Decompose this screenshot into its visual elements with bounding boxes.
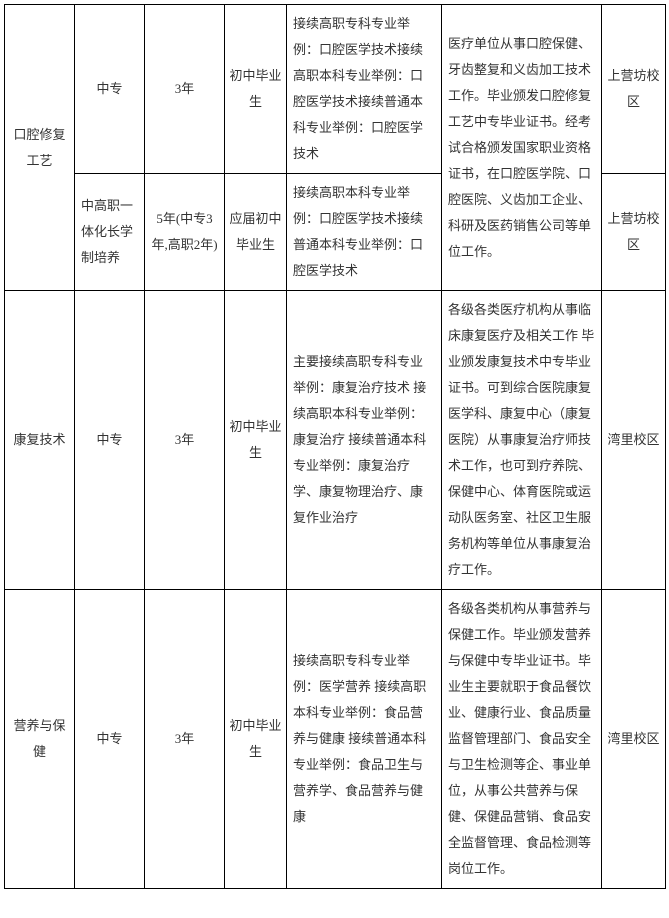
cell-major: 康复技术 xyxy=(5,291,75,590)
cell-requirement: 初中毕业生 xyxy=(225,291,287,590)
cell-level: 中专 xyxy=(75,5,145,174)
cell-duration: 3年 xyxy=(145,590,225,889)
cell-continuation: 接续高职专科专业举例：口腔医学技术接续高职本科专业举例：口腔医学技术接续普通本科… xyxy=(287,5,442,174)
cell-campus: 湾里校区 xyxy=(602,291,666,590)
cell-campus: 湾里校区 xyxy=(602,590,666,889)
cell-campus: 上营坊校区 xyxy=(602,174,666,291)
cell-requirement: 初中毕业生 xyxy=(225,590,287,889)
table-row: 营养与保健 中专 3年 初中毕业生 接续高职专科专业举例：医学营养 接续高职本科… xyxy=(5,590,666,889)
cell-requirement: 应届初中毕业生 xyxy=(225,174,287,291)
cell-level: 中专 xyxy=(75,291,145,590)
cell-duration: 3年 xyxy=(145,291,225,590)
cell-major: 营养与保健 xyxy=(5,590,75,889)
cell-duration: 3年 xyxy=(145,5,225,174)
cell-career: 医疗单位从事口腔保健、牙齿整复和义齿加工技术工作。毕业颁发口腔修复工艺中专毕业证… xyxy=(442,5,602,291)
cell-requirement: 初中毕业生 xyxy=(225,5,287,174)
cell-level: 中高职一体化长学制培养 xyxy=(75,174,145,291)
cell-campus: 上营坊校区 xyxy=(602,5,666,174)
table-row: 康复技术 中专 3年 初中毕业生 主要接续高职专科专业举例：康复治疗技术 接续高… xyxy=(5,291,666,590)
cell-career: 各级各类医疗机构从事临床康复医疗及相关工作 毕业颁发康复技术中专毕业证书。可到综… xyxy=(442,291,602,590)
program-table: 口腔修复工艺 中专 3年 初中毕业生 接续高职专科专业举例：口腔医学技术接续高职… xyxy=(4,4,666,889)
cell-level: 中专 xyxy=(75,590,145,889)
table-row: 口腔修复工艺 中专 3年 初中毕业生 接续高职专科专业举例：口腔医学技术接续高职… xyxy=(5,5,666,174)
cell-major: 口腔修复工艺 xyxy=(5,5,75,291)
cell-duration: 5年(中专3年,高职2年) xyxy=(145,174,225,291)
cell-continuation: 接续高职专科专业举例：医学营养 接续高职本科专业举例：食品营养与健康 接续普通本… xyxy=(287,590,442,889)
cell-career: 各级各类机构从事营养与保健工作。毕业颁发营养与保健中专毕业证书。毕业生主要就职于… xyxy=(442,590,602,889)
cell-continuation: 接续高职本科专业举例：口腔医学技术接续普通本科专业举例：口腔医学技术 xyxy=(287,174,442,291)
cell-continuation: 主要接续高职专科专业举例：康复治疗技术 接续高职本科专业举例：康复治疗 接续普通… xyxy=(287,291,442,590)
